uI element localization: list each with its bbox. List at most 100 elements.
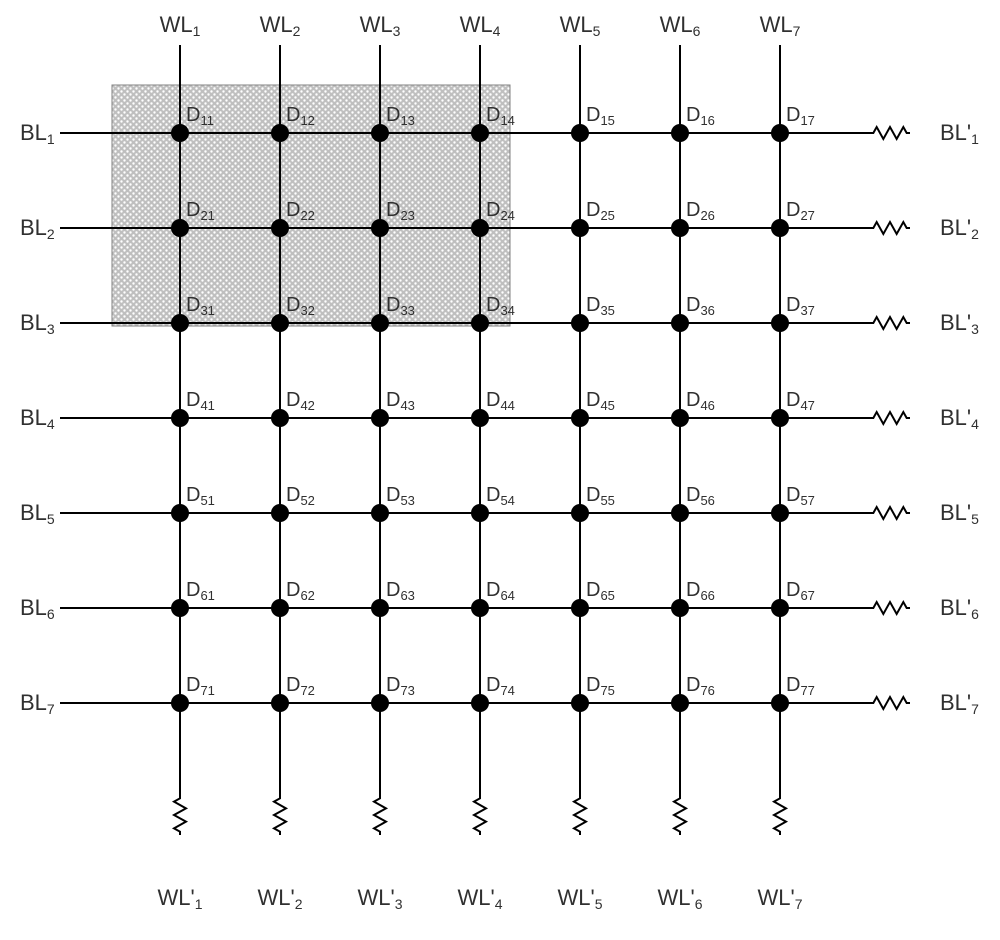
crossbar-diagram: D11D12D13D14D15D16D17D21D22D23D24D25D26D… bbox=[0, 0, 1000, 940]
label-D66: D66 bbox=[686, 579, 715, 603]
node-D66 bbox=[671, 599, 689, 617]
node-D24 bbox=[471, 219, 489, 237]
label-D41: D41 bbox=[186, 389, 215, 413]
label-WL-top-3: WL3 bbox=[360, 12, 401, 39]
node-D16 bbox=[671, 124, 689, 142]
label-BL-right-6: BL'6 bbox=[940, 595, 979, 622]
node-D25 bbox=[571, 219, 589, 237]
resistor-row-3 bbox=[870, 317, 910, 329]
node-D33 bbox=[371, 314, 389, 332]
label-D74: D74 bbox=[486, 674, 515, 698]
node-D43 bbox=[371, 409, 389, 427]
label-D57: D57 bbox=[786, 484, 815, 508]
label-D42: D42 bbox=[286, 389, 315, 413]
node-D52 bbox=[271, 504, 289, 522]
resistor-col-7 bbox=[774, 795, 786, 835]
label-D54: D54 bbox=[486, 484, 515, 508]
node-D23 bbox=[371, 219, 389, 237]
label-BL-right-4: BL'4 bbox=[940, 405, 979, 432]
label-D35: D35 bbox=[586, 294, 615, 318]
label-BL-left-7: BL7 bbox=[20, 690, 55, 717]
node-D35 bbox=[571, 314, 589, 332]
node-D71 bbox=[171, 694, 189, 712]
node-D26 bbox=[671, 219, 689, 237]
node-D13 bbox=[371, 124, 389, 142]
node-D67 bbox=[771, 599, 789, 617]
node-D72 bbox=[271, 694, 289, 712]
label-D65: D65 bbox=[586, 579, 615, 603]
label-BL-left-5: BL5 bbox=[20, 500, 55, 527]
node-D17 bbox=[771, 124, 789, 142]
resistor-row-1 bbox=[870, 127, 910, 139]
label-D71: D71 bbox=[186, 674, 215, 698]
label-D52: D52 bbox=[286, 484, 315, 508]
label-D16: D16 bbox=[686, 104, 715, 128]
label-BL-left-4: BL4 bbox=[20, 405, 55, 432]
resistor-row-2 bbox=[870, 222, 910, 234]
node-D51 bbox=[171, 504, 189, 522]
node-D36 bbox=[671, 314, 689, 332]
resistor-col-5 bbox=[574, 795, 586, 835]
node-D53 bbox=[371, 504, 389, 522]
node-D73 bbox=[371, 694, 389, 712]
label-D73: D73 bbox=[386, 674, 415, 698]
resistor-col-2 bbox=[274, 795, 286, 835]
node-D76 bbox=[671, 694, 689, 712]
label-D44: D44 bbox=[486, 389, 515, 413]
label-WL-top-7: WL7 bbox=[760, 12, 801, 39]
label-D43: D43 bbox=[386, 389, 415, 413]
node-D46 bbox=[671, 409, 689, 427]
node-D44 bbox=[471, 409, 489, 427]
label-WL-bot-4: WL'4 bbox=[458, 885, 503, 912]
resistor-col-6 bbox=[674, 795, 686, 835]
label-D17: D17 bbox=[786, 104, 815, 128]
node-D74 bbox=[471, 694, 489, 712]
label-D63: D63 bbox=[386, 579, 415, 603]
node-D37 bbox=[771, 314, 789, 332]
resistor-col-3 bbox=[374, 795, 386, 835]
node-D75 bbox=[571, 694, 589, 712]
label-D25: D25 bbox=[586, 199, 615, 223]
label-D76: D76 bbox=[686, 674, 715, 698]
node-D64 bbox=[471, 599, 489, 617]
label-D27: D27 bbox=[786, 199, 815, 223]
node-D77 bbox=[771, 694, 789, 712]
node-D61 bbox=[171, 599, 189, 617]
node-D32 bbox=[271, 314, 289, 332]
node-D12 bbox=[271, 124, 289, 142]
node-D22 bbox=[271, 219, 289, 237]
node-D15 bbox=[571, 124, 589, 142]
node-D54 bbox=[471, 504, 489, 522]
node-D57 bbox=[771, 504, 789, 522]
label-WL-bot-3: WL'3 bbox=[358, 885, 403, 912]
label-BL-right-7: BL'7 bbox=[940, 690, 979, 717]
label-D26: D26 bbox=[686, 199, 715, 223]
node-D14 bbox=[471, 124, 489, 142]
label-D55: D55 bbox=[586, 484, 615, 508]
node-D63 bbox=[371, 599, 389, 617]
label-D36: D36 bbox=[686, 294, 715, 318]
resistor-col-4 bbox=[474, 795, 486, 835]
label-BL-right-3: BL'3 bbox=[940, 310, 979, 337]
label-D15: D15 bbox=[586, 104, 615, 128]
node-D42 bbox=[271, 409, 289, 427]
label-BL-right-5: BL'5 bbox=[940, 500, 979, 527]
label-WL-top-2: WL2 bbox=[260, 12, 301, 39]
label-BL-right-2: BL'2 bbox=[940, 215, 979, 242]
node-D45 bbox=[571, 409, 589, 427]
node-D47 bbox=[771, 409, 789, 427]
label-D67: D67 bbox=[786, 579, 815, 603]
label-BL-left-1: BL1 bbox=[20, 120, 55, 147]
node-D62 bbox=[271, 599, 289, 617]
label-D61: D61 bbox=[186, 579, 215, 603]
label-D72: D72 bbox=[286, 674, 315, 698]
resistor-row-4 bbox=[870, 412, 910, 424]
label-BL-left-2: BL2 bbox=[20, 215, 55, 242]
label-WL-top-5: WL5 bbox=[560, 12, 601, 39]
resistor-row-5 bbox=[870, 507, 910, 519]
label-D64: D64 bbox=[486, 579, 515, 603]
label-WL-bot-7: WL'7 bbox=[758, 885, 803, 912]
label-D56: D56 bbox=[686, 484, 715, 508]
label-WL-bot-6: WL'6 bbox=[658, 885, 703, 912]
label-D62: D62 bbox=[286, 579, 315, 603]
